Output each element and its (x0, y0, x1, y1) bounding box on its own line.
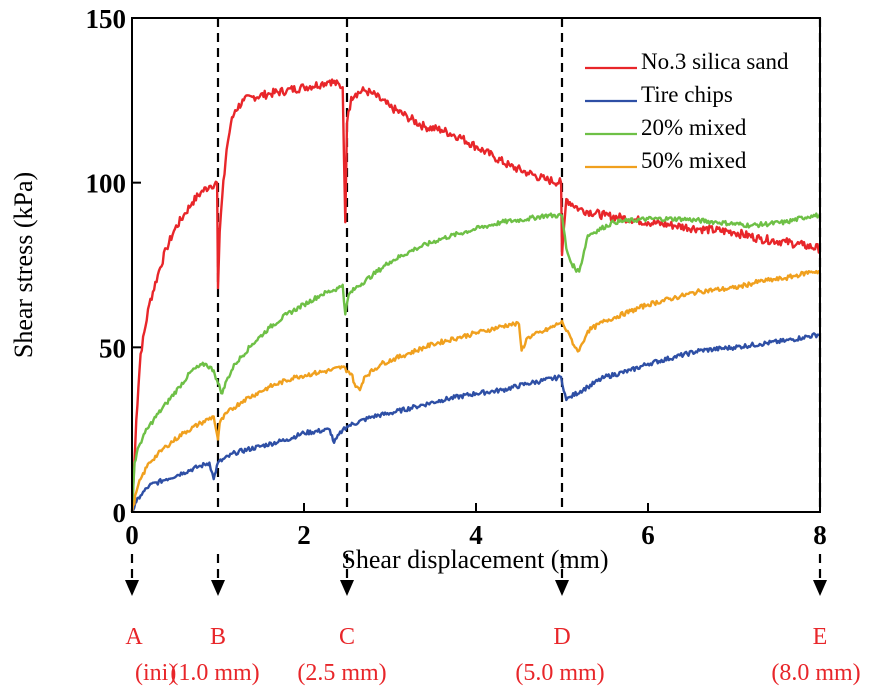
x-tick-label: 2 (297, 520, 311, 550)
series-line-50-mixed (130, 269, 821, 513)
marker-arrowhead (813, 580, 827, 596)
x-tick-label: 4 (469, 520, 483, 550)
legend-label: Tire chips (641, 82, 733, 107)
data-series (130, 78, 822, 513)
marker-displacement-label: (2.5 mm) (297, 660, 386, 686)
marker-arrowhead (125, 580, 139, 596)
marker-displacement-label: (1.0 mm) (170, 660, 259, 686)
y-axis-title: Shear stress (kPa) (9, 172, 38, 358)
x-axis-title: Shear displacement (mm) (341, 545, 608, 574)
y-tick-label: 50 (99, 333, 126, 363)
series-line-no-3-silica-sand (130, 78, 822, 513)
marker-displacement-label: (ini) (135, 660, 176, 686)
marker-letter: D (553, 624, 570, 650)
x-tick-label: 8 (813, 520, 827, 550)
marker-letter: B (210, 624, 226, 650)
marker-arrowhead (555, 580, 569, 596)
tick-labels: 0 2 4 6 8 0 50 100 150 (86, 4, 827, 550)
marker-arrowhead (340, 580, 354, 596)
y-tick-label: 100 (86, 169, 127, 199)
marker-letter: A (125, 624, 143, 650)
marker-displacement-label: (8.0 mm) (771, 660, 860, 686)
axes (131, 17, 821, 513)
x-tick-label: 0 (125, 520, 139, 550)
marker-letter: C (339, 624, 355, 650)
marker-arrowhead (211, 580, 225, 596)
marker-letter: E (813, 624, 828, 650)
legend-label: 50% mixed (641, 148, 747, 173)
legend-label: No.3 silica sand (641, 49, 789, 74)
stage-markers: A B C D E (ini)(1.0 mm) (2.5 mm) (5.0 mm) (8.0 m… (125, 554, 861, 686)
x-tick-label: 6 (641, 520, 655, 550)
y-tick-label: 0 (113, 498, 127, 528)
marker-displacement-label: (5.0 mm) (515, 660, 604, 686)
legend-label: 20% mixed (641, 115, 747, 140)
y-tick-label: 150 (86, 4, 127, 34)
series-line-tire-chips (131, 332, 821, 513)
legend: No.3 silica sand Tire chips 20% mixed 50% m… (585, 49, 789, 173)
series-line-20-mixed (130, 212, 821, 513)
